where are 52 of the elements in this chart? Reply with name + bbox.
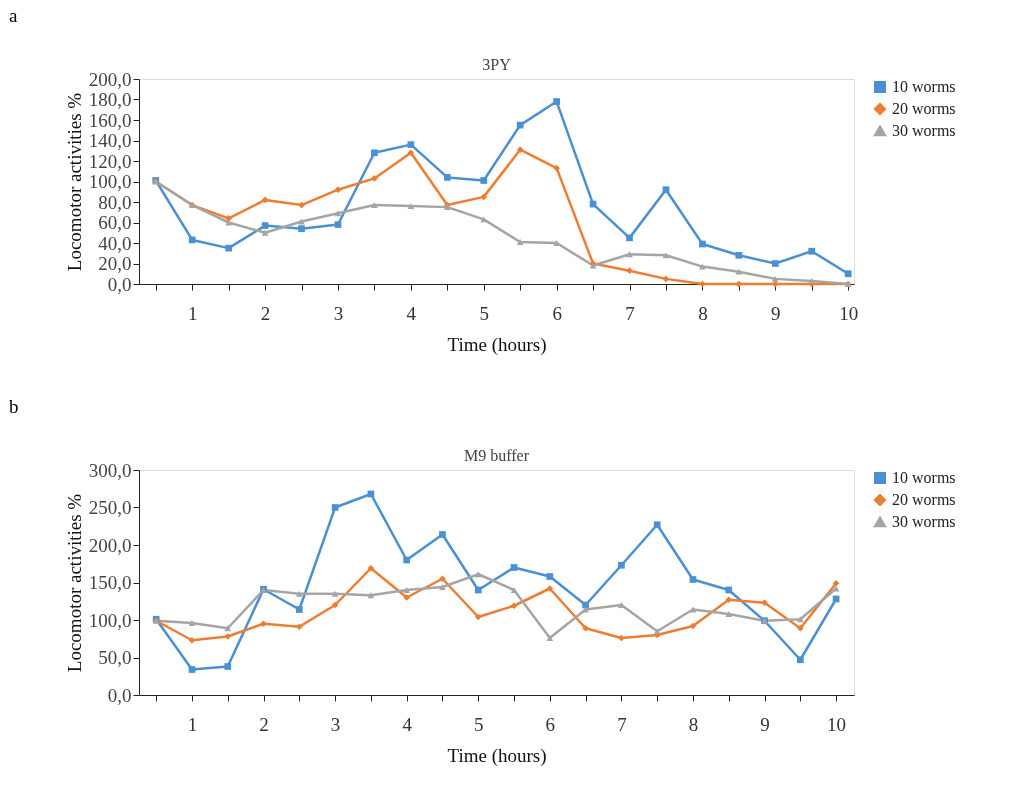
x-tick-label: 4	[402, 713, 413, 735]
y-tick-label: 140,0	[88, 130, 132, 151]
y-tick-label: 180,0	[88, 89, 132, 110]
x-tick-label: 9	[771, 302, 781, 324]
y-tick-label: 80,0	[98, 191, 132, 213]
x-tick-label: 1	[187, 302, 198, 324]
y-tick-label: 200,0	[88, 68, 132, 90]
x-axis-title: Time (hours)	[447, 333, 547, 356]
y-tick-label: 150,0	[88, 572, 132, 593]
x-tick-label: 4	[406, 302, 417, 324]
legend-label: 10 worms	[892, 469, 956, 486]
y-tick-label: 50,0	[98, 647, 132, 668]
x-tick-label: 1	[187, 713, 198, 735]
legend-label: 20 worms	[892, 100, 956, 117]
x-tick-label: 10	[839, 302, 859, 324]
legend-label: 20 worms	[892, 491, 956, 508]
x-tick-label: 6	[552, 302, 562, 324]
x-tick-label: 3	[330, 713, 341, 735]
x-tick-label: 3	[333, 302, 344, 324]
x-tick-label: 5	[474, 713, 484, 735]
y-axis-title: Locomotor activities %	[63, 493, 85, 673]
x-tick-label: 5	[479, 302, 489, 324]
y-tick-label: 60,0	[98, 212, 132, 233]
text: a	[9, 5, 18, 26]
x-tick-label: 7	[625, 302, 635, 324]
y-tick-label: 250,0	[88, 497, 132, 518]
y-tick-label: 100,0	[88, 609, 132, 631]
x-tick-label: 6	[545, 713, 556, 735]
x-tick-label: 8	[688, 713, 699, 735]
y-tick-label: 40,0	[98, 232, 132, 254]
y-tick-label: 100,0	[88, 171, 132, 192]
legend-label: 30 worms	[892, 513, 956, 530]
x-tick-label: 2	[259, 713, 269, 735]
x-tick-label: 2	[260, 302, 271, 324]
y-tick-label: 300,0	[88, 459, 132, 481]
chart-title: 3PY	[482, 56, 512, 73]
x-tick-label: 8	[698, 302, 708, 324]
x-tick-label: 9	[760, 713, 770, 735]
x-axis-title: Time (hours)	[447, 744, 547, 767]
chart-title: M9 buffer	[463, 447, 530, 464]
y-tick-label: 20,0	[98, 253, 132, 274]
y-tick-label: 0,0	[107, 684, 132, 706]
y-tick-label: 200,0	[88, 534, 132, 556]
legend-label: 10 worms	[892, 78, 956, 95]
text: b	[9, 396, 19, 417]
y-tick-label: 120,0	[88, 150, 132, 172]
y-tick-label: 160,0	[88, 109, 132, 131]
x-tick-label: 10	[827, 713, 847, 735]
y-axis-title: Locomotor activities %	[63, 92, 85, 272]
y-tick-label: 0,0	[107, 273, 132, 295]
x-tick-label: 7	[617, 713, 627, 735]
legend-label: 30 worms	[892, 122, 956, 139]
